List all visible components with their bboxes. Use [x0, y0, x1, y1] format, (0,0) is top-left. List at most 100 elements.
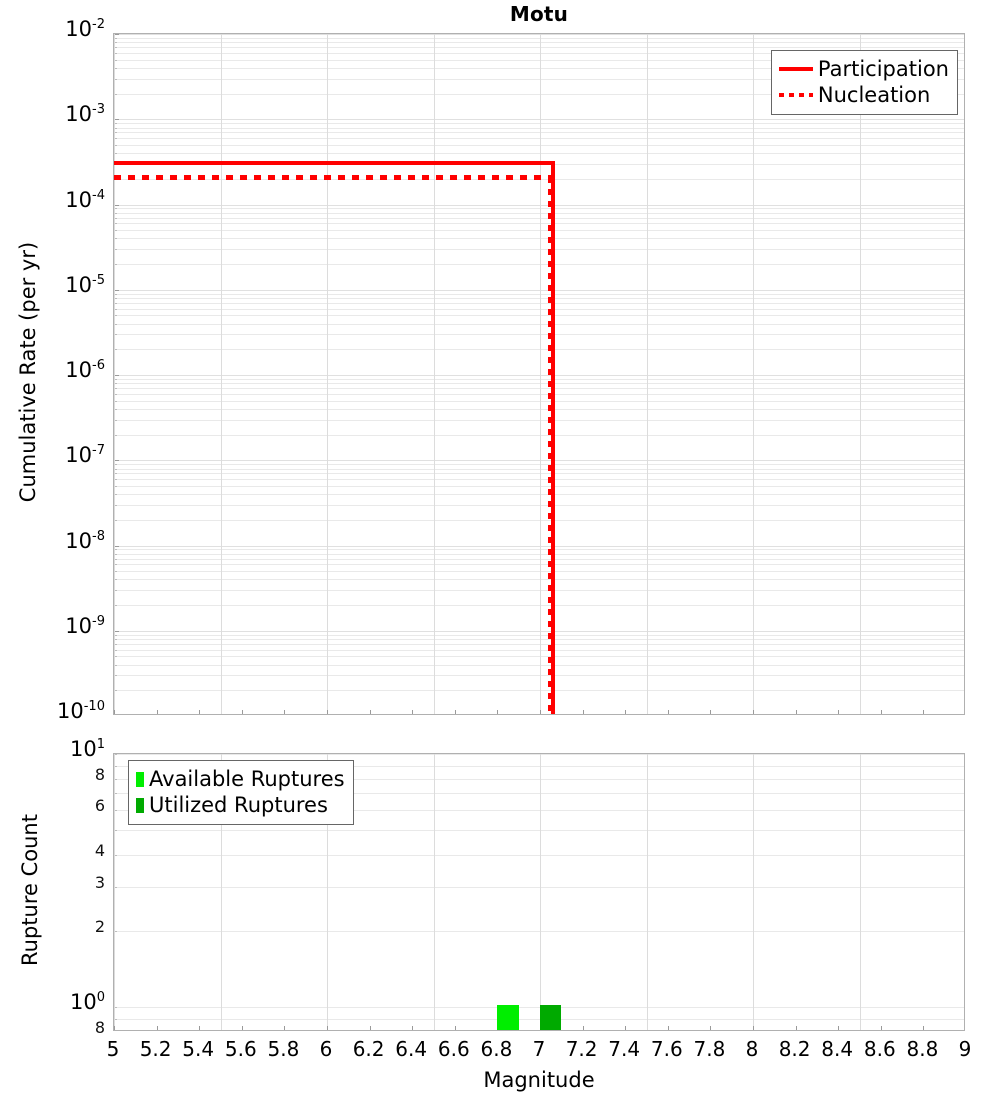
xtick: [625, 710, 627, 714]
gridline-minor: [114, 664, 964, 666]
gridline-minor: [114, 315, 964, 317]
gridline-minor: [114, 1007, 964, 1009]
ytick-label: 10-4: [65, 187, 105, 212]
gridline-minor: [114, 293, 964, 295]
gridline-minor: [114, 67, 964, 69]
gridline-major: [114, 375, 964, 376]
ytick-label: 10-8: [65, 528, 105, 553]
gridline-minor: [114, 793, 964, 795]
top-data-layer: [114, 34, 964, 714]
xtick-label: 6.6: [437, 1037, 470, 1061]
ytick-label-major: 101: [69, 737, 105, 761]
xtick-label: 7.4: [608, 1037, 641, 1061]
gridline-minor: [114, 690, 964, 692]
ytick-minor: [114, 649, 117, 651]
ytick-minor: [114, 238, 117, 240]
ytick-minor: [114, 886, 117, 888]
ytick-minor: [114, 564, 117, 566]
ytick-minor: [114, 494, 117, 496]
gridline-minor: [114, 93, 964, 95]
ytick-minor: [114, 656, 117, 658]
solid-line-swatch-icon: [778, 67, 813, 71]
gridline-minor: [114, 217, 964, 219]
xtick: [327, 1026, 328, 1030]
gridline-minor: [114, 388, 964, 390]
ytick-major: [114, 630, 119, 632]
gridline-vertical: [327, 34, 328, 714]
gridline-vertical: [220, 34, 222, 714]
gridline-minor: [114, 138, 964, 140]
ytick-minor: [114, 298, 117, 299]
gridline-minor: [114, 419, 964, 421]
gridline-minor: [114, 383, 964, 385]
xtick: [795, 710, 797, 714]
gridline-vertical: [540, 34, 541, 714]
ytick-minor: [114, 123, 117, 125]
gridline-minor: [114, 78, 964, 80]
ytick-minor: [114, 249, 117, 251]
ytick-minor: [114, 634, 117, 636]
gridline-minor: [114, 549, 964, 551]
ytick-minor: [114, 93, 117, 95]
gridline-minor: [114, 675, 964, 677]
ytick-minor: [114, 639, 117, 640]
ytick-minor: [114, 315, 117, 317]
xtick-label: 8.2: [778, 1037, 811, 1061]
ytick-minor: [114, 144, 117, 146]
legend-label-available-ruptures: Available Ruptures: [149, 766, 345, 791]
gridline-minor: [114, 464, 964, 466]
ytick-minor: [114, 349, 117, 351]
ytick-minor: [114, 754, 117, 755]
xtick: [199, 1026, 201, 1030]
gridline-minor: [114, 765, 964, 767]
gridline-minor: [114, 754, 964, 755]
gridline-minor: [114, 223, 964, 225]
xtick: [114, 1026, 115, 1030]
xtick: [667, 710, 669, 714]
ytick-minor: [114, 400, 117, 402]
legend-item-utilized-ruptures: Utilized Ruptures: [136, 792, 345, 818]
gridline-minor: [114, 208, 964, 210]
ytick-label-minor: 4: [94, 840, 105, 860]
xtick-label: 6.2: [352, 1037, 385, 1061]
gridline-minor: [114, 571, 964, 573]
top-legend: Participation Nucleation: [770, 50, 958, 115]
legend-item-participation: Participation: [778, 56, 949, 82]
ytick-label: 10-3: [65, 102, 105, 127]
gridline-vertical: [753, 754, 754, 1030]
ytick-minor: [114, 217, 117, 219]
xtick: [540, 710, 541, 714]
gridline-vertical: [114, 34, 115, 714]
gridline-minor: [114, 1019, 964, 1021]
gridline-minor: [114, 42, 964, 44]
gridline-minor: [114, 393, 964, 395]
xtick: [923, 710, 925, 714]
xtick-label: 8: [745, 1037, 759, 1061]
gridline-vertical: [646, 754, 648, 1030]
gridline-minor: [114, 298, 964, 299]
ytick-minor: [114, 479, 117, 481]
ytick-minor: [114, 931, 117, 933]
gridline-minor: [114, 323, 964, 325]
ytick-minor: [114, 675, 117, 677]
ytick-minor: [114, 553, 117, 555]
gridline-minor: [114, 504, 964, 506]
ytick-minor: [114, 504, 117, 506]
gridline-minor: [114, 649, 964, 651]
gridline-minor: [114, 558, 964, 560]
gridline-major: [114, 545, 964, 547]
gridline-minor: [114, 238, 964, 240]
gridline-minor: [114, 37, 964, 39]
gridline-minor: [114, 778, 964, 780]
gridline-minor: [114, 132, 964, 134]
ytick-minor: [114, 293, 117, 295]
ytick-minor: [114, 230, 117, 232]
axis-title-x: Magnitude: [483, 1068, 595, 1092]
legend-label-utilized-ruptures: Utilized Ruptures: [149, 792, 328, 817]
xtick: [582, 1026, 584, 1030]
xtick: [880, 710, 882, 714]
ytick-minor: [114, 464, 117, 466]
ytick-minor: [114, 408, 117, 410]
ytick-minor: [114, 47, 117, 49]
xtick: [369, 1026, 371, 1030]
